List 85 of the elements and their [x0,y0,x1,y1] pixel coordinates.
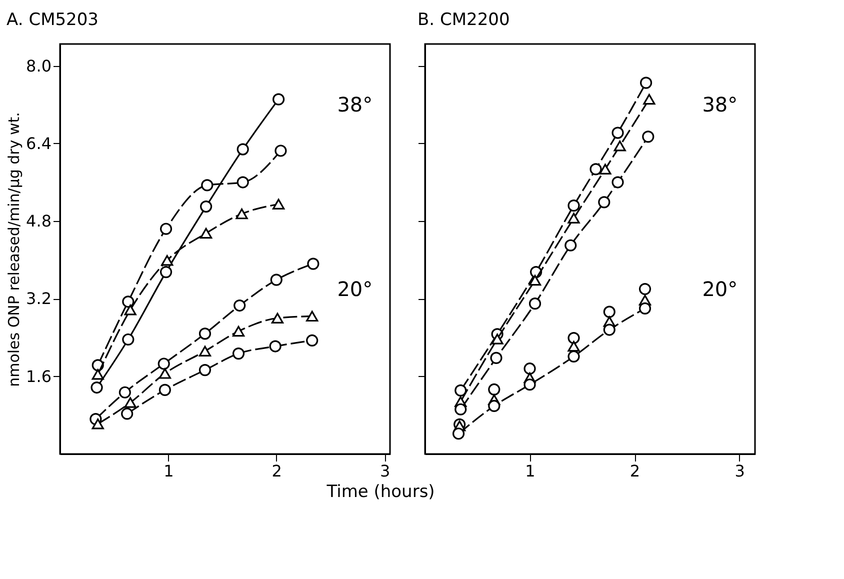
point [528,298,542,310]
point [568,200,580,212]
point [524,378,536,391]
point [200,200,212,213]
point [236,176,249,188]
chart-title: A. CM5203 [6,10,99,30]
point [198,364,212,376]
point [124,304,136,316]
point [270,274,282,286]
point [232,348,245,360]
point [118,386,131,398]
point [158,384,171,396]
point [638,302,652,314]
point [236,208,248,220]
point [160,266,172,278]
point [122,333,134,346]
point [568,212,580,224]
point [90,381,103,394]
point [92,369,104,380]
x-tick-label: 3 [380,462,390,480]
y-tick-label: 4.8 [26,212,52,231]
chart-title: B. CM2200 [418,10,510,30]
point [271,312,284,324]
point [488,400,500,412]
point [612,176,624,188]
point [603,324,616,336]
annotation: 38° [702,92,738,116]
point [306,334,318,346]
point [272,93,285,106]
point [200,228,212,239]
point [121,408,134,420]
x-tick-label: 2 [630,462,640,480]
y-tick-label: 6.4 [26,134,52,153]
point [599,164,612,175]
point [307,258,320,270]
y-axis-title: nmoles ONP released/min/μg dry wt. [5,112,24,387]
point [643,94,656,105]
point [528,274,542,286]
point [490,352,502,364]
point [92,418,104,430]
point [122,296,134,308]
y-tick-label: 1.6 [26,366,52,386]
point [590,163,602,176]
point [158,358,170,370]
point [598,196,610,208]
point [640,76,652,89]
point [232,326,245,337]
annotation: 20° [337,277,373,301]
x-tick-label: 3 [734,462,745,480]
x-axis-title: Time (hours) [326,482,435,502]
point [160,222,172,235]
point [236,143,249,156]
point [306,310,318,322]
y-tick-label: 3.2 [26,289,52,308]
point [158,368,171,379]
point [269,340,282,352]
annotation: 38° [337,92,373,116]
point [491,334,504,344]
point [524,362,536,375]
point [568,332,580,344]
point [603,306,616,318]
point [488,383,500,396]
point [198,328,212,340]
point [614,140,626,152]
point [454,403,467,416]
y-tick-label: 8.0 [26,56,52,76]
point [642,130,654,143]
point [568,340,580,352]
x-tick-label: 1 [525,462,536,480]
x-tick-label: 1 [164,462,174,480]
point [454,384,467,396]
point [198,346,212,356]
annotation: 20° [702,277,738,301]
point [638,282,652,296]
point [564,239,577,252]
point [452,428,465,440]
point [234,299,246,312]
point [161,255,174,266]
point [272,198,285,210]
point [568,350,580,363]
point [274,144,287,157]
x-tick-label: 2 [272,462,282,480]
point [201,179,214,192]
point [124,397,136,408]
point [612,126,624,139]
